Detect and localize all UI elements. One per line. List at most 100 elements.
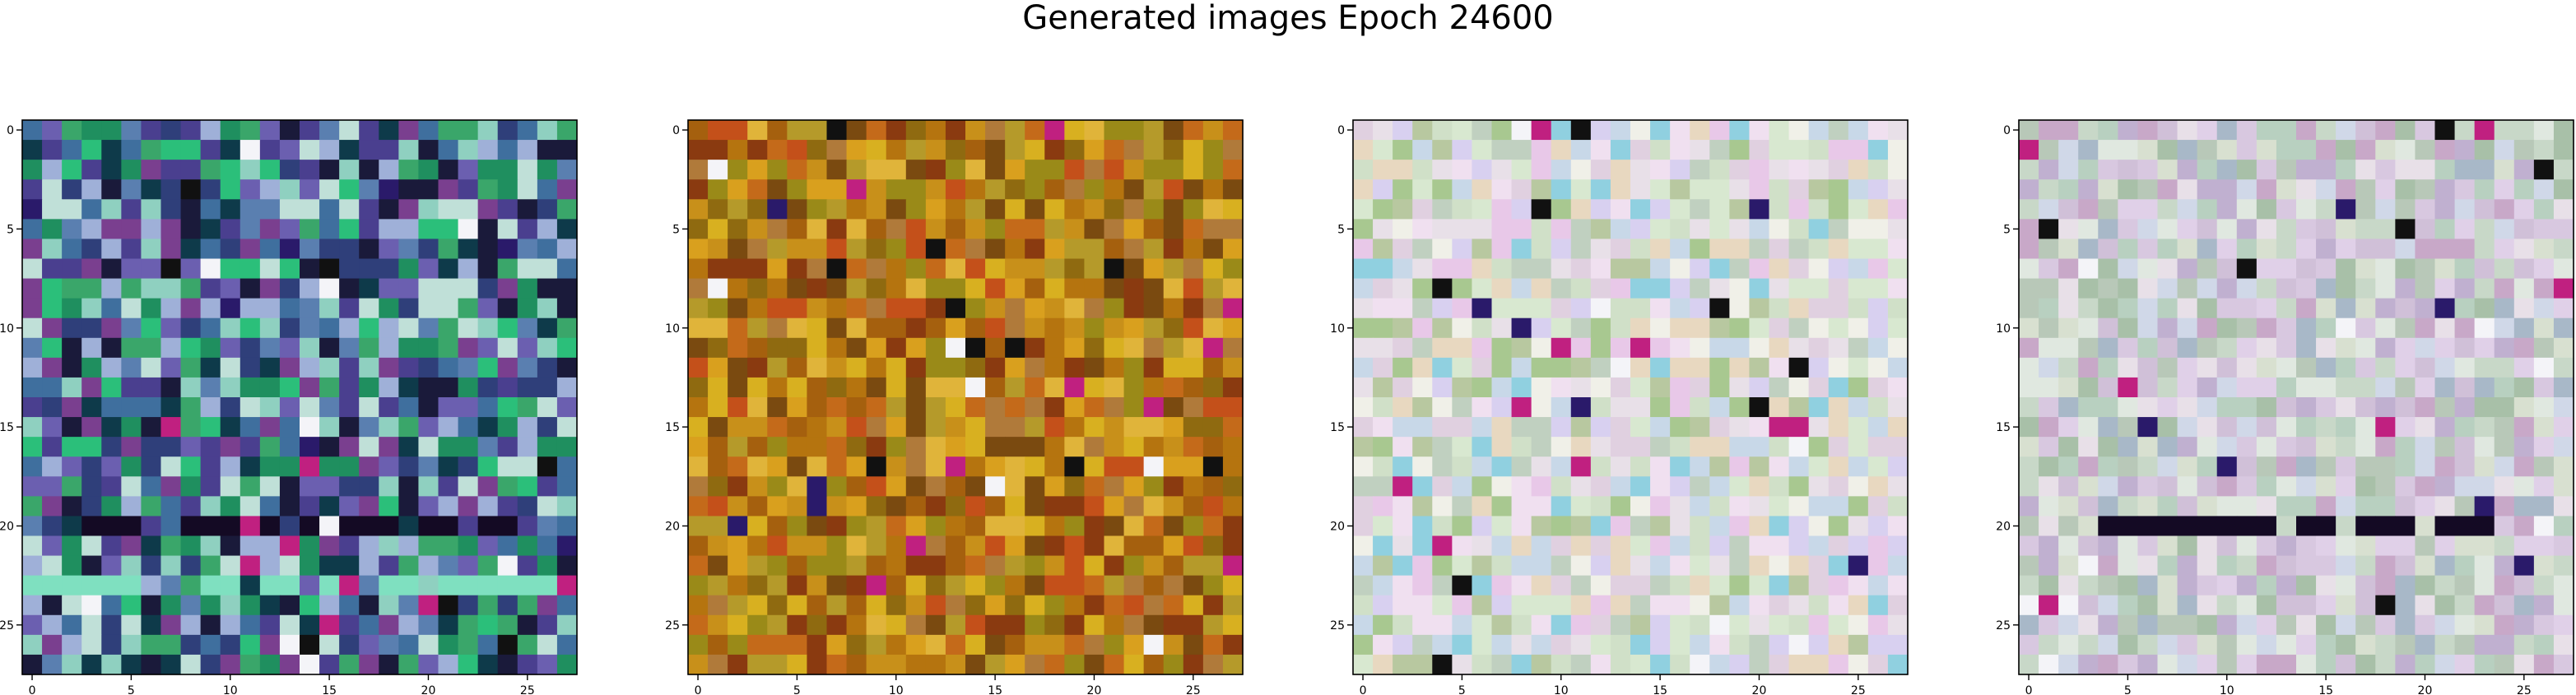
pixel-cell — [747, 516, 768, 537]
pixel-cell — [2474, 298, 2495, 319]
pixel-cell — [1005, 496, 1025, 517]
pixel-cell — [1650, 199, 1671, 220]
pixel-cell — [319, 219, 340, 240]
pixel-cell — [1531, 535, 1552, 557]
pixel-cell — [279, 476, 300, 497]
pixel-cell — [945, 219, 966, 240]
pixel-cell — [2316, 140, 2337, 160]
pixel-cell — [220, 437, 241, 457]
pixel-cell — [220, 357, 241, 378]
pixel-cell — [1183, 634, 1204, 656]
pixel-cell — [1808, 278, 1830, 299]
pixel-cell — [1123, 120, 1145, 141]
pixel-cell — [200, 654, 221, 675]
pixel-cell — [2177, 437, 2198, 457]
pixel-cell — [846, 654, 867, 675]
pixel-cell — [807, 258, 828, 280]
pixel-cell — [905, 199, 927, 220]
pixel-cell — [1551, 258, 1572, 280]
pixel-cell — [180, 437, 202, 457]
pixel-cell — [1769, 258, 1790, 280]
pixel-cell — [1044, 397, 1065, 418]
pixel-cell — [1670, 317, 1690, 339]
pixel-cell — [1222, 654, 1244, 675]
pixel-cell — [925, 317, 946, 339]
pixel-cell — [2098, 120, 2118, 141]
pixel-cell — [2078, 317, 2099, 339]
pixel-cell — [826, 179, 848, 200]
pixel-cell — [1432, 496, 1453, 517]
pixel-cell — [42, 496, 63, 517]
pixel-cell — [1353, 337, 1374, 359]
pixel-cell — [2533, 357, 2555, 378]
pixel-cell — [1531, 219, 1552, 240]
pixel-cell — [398, 219, 420, 240]
pixel-cell — [2434, 317, 2456, 339]
x-tick-label: 10 — [1554, 684, 1569, 695]
pixel-cell — [2316, 357, 2337, 378]
pixel-cell — [1590, 516, 1611, 537]
pixel-cell — [517, 654, 538, 675]
pixel-cell — [1511, 258, 1532, 280]
pixel-cell — [1025, 555, 1045, 577]
pixel-cell — [1690, 278, 1710, 299]
pixel-cell — [62, 555, 82, 577]
pixel-cell — [2098, 595, 2118, 616]
pixel-cell — [787, 634, 808, 656]
pixel-cell — [708, 298, 728, 319]
pixel-cell — [1729, 337, 1751, 359]
pixel-cell — [2236, 516, 2257, 537]
pixel-cell — [379, 160, 399, 180]
pixel-cell — [1729, 357, 1751, 378]
pixel-cell — [1650, 337, 1671, 359]
pixel-cell — [2533, 337, 2555, 359]
y-tick-label: 5 — [2003, 223, 2011, 236]
pixel-cell — [2494, 298, 2515, 319]
pixel-cell — [1452, 239, 1473, 260]
pixel-cell — [319, 140, 340, 160]
pixel-cell — [62, 377, 82, 398]
pixel-cell — [826, 317, 848, 339]
pixel-cell — [556, 575, 578, 596]
pixel-cell — [121, 654, 142, 675]
pixel-cell — [1472, 219, 1493, 240]
pixel-cell — [767, 160, 788, 180]
pixel-cell — [688, 555, 709, 577]
pixel-cell — [2098, 417, 2118, 438]
pixel-cell — [537, 437, 558, 457]
pixel-cell — [22, 357, 43, 378]
pixel-cell — [2375, 456, 2396, 477]
pixel-cell — [220, 377, 241, 398]
pixel-cell — [1749, 377, 1770, 398]
pixel-cell — [556, 397, 578, 418]
pixel-cell — [2395, 575, 2416, 596]
pixel-cell — [180, 160, 202, 180]
pixel-cell — [2078, 239, 2099, 260]
pixel-cell — [2177, 417, 2198, 438]
pixel-cell — [259, 555, 281, 577]
pixel-cell — [945, 160, 966, 180]
pixel-cell — [945, 516, 966, 537]
pixel-cell — [319, 179, 340, 200]
pixel-cell — [141, 179, 162, 200]
pixel-cell — [945, 278, 966, 299]
pixel-cell — [1064, 397, 1086, 418]
pixel-cell — [339, 298, 360, 319]
pixel-cell — [1808, 337, 1830, 359]
pixel-cell — [180, 496, 202, 517]
pixel-cell — [160, 476, 182, 497]
pixel-cell — [1163, 535, 1184, 557]
pixel-cell — [1709, 239, 1730, 260]
pixel-cell — [42, 357, 63, 378]
pixel-cell — [807, 437, 828, 457]
pixel-cell — [1610, 239, 1631, 260]
pixel-cell — [438, 397, 459, 418]
pixel-cell — [1104, 298, 1125, 319]
pixel-cell — [477, 575, 499, 596]
pixel-cell — [866, 219, 887, 240]
pixel-cell — [1531, 160, 1552, 180]
pixel-cell — [2454, 239, 2476, 260]
pixel-cell — [2375, 634, 2396, 656]
pixel-cell — [1531, 199, 1552, 220]
pixel-cell — [807, 337, 828, 359]
